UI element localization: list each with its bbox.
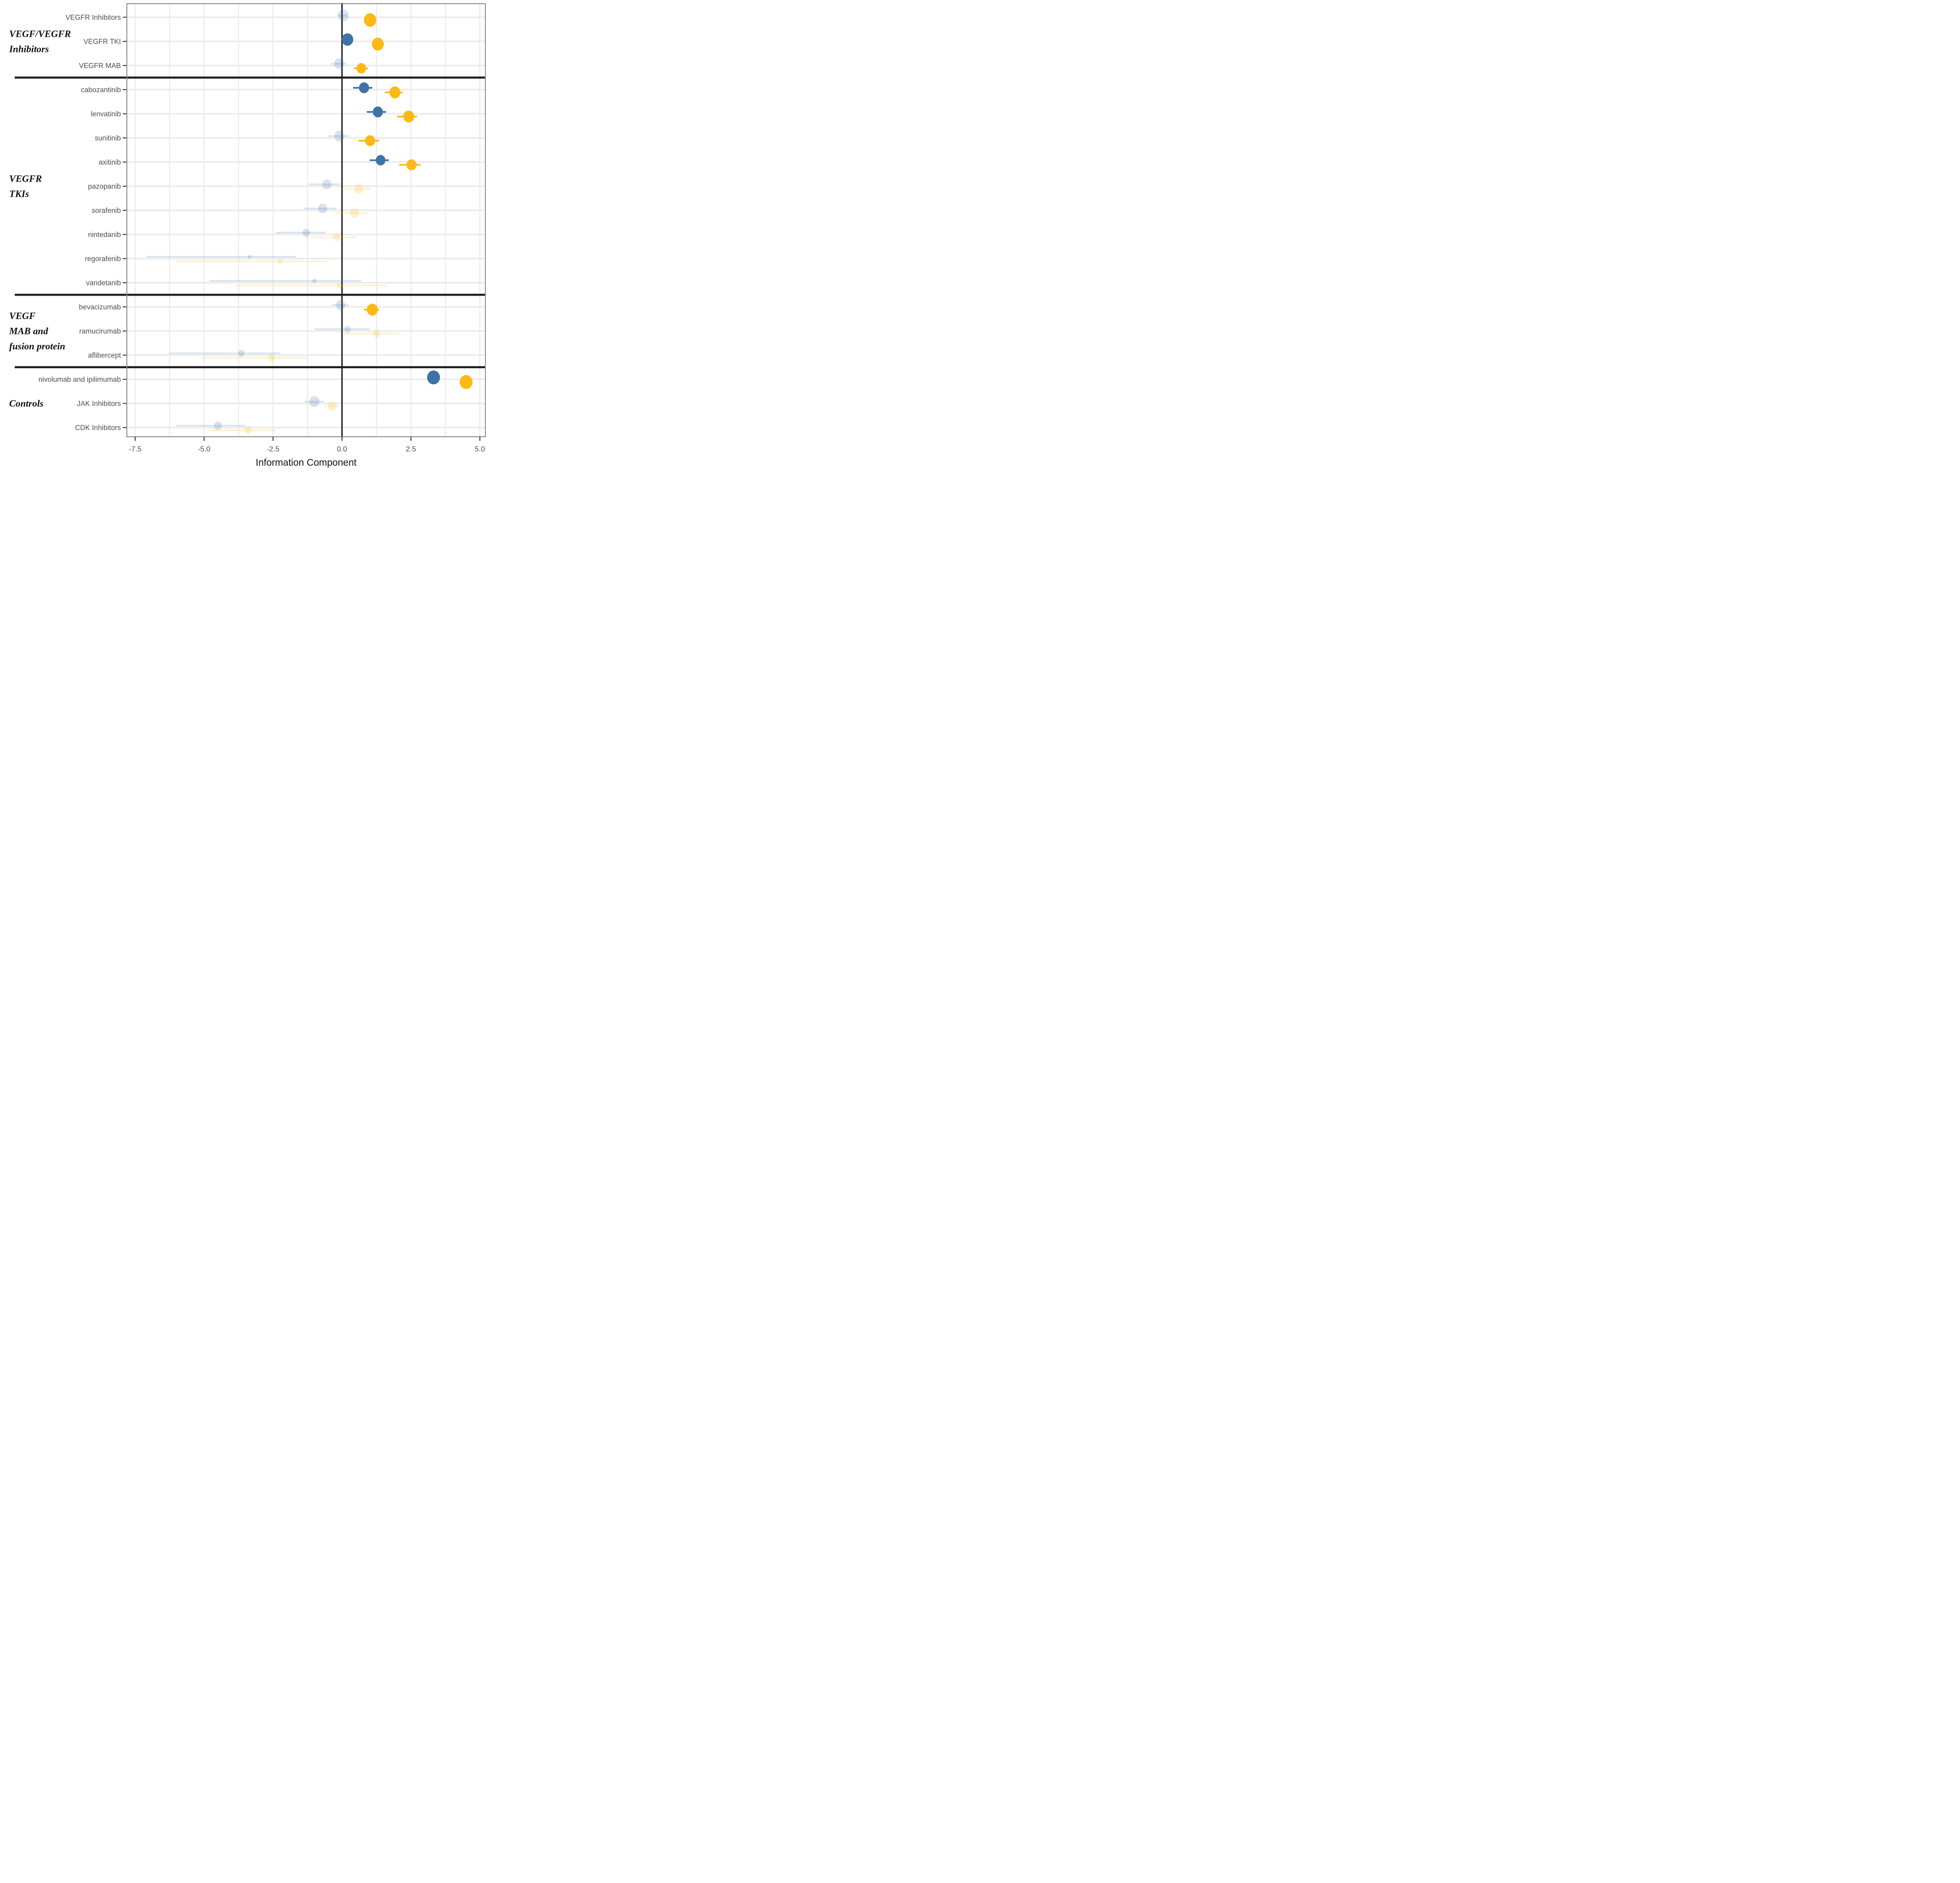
row-vegfr-inhibitors xyxy=(338,9,376,27)
row-label-axitinib: axitinib xyxy=(99,159,121,166)
dot-yellow-cabozantinib xyxy=(389,86,401,98)
row-axitinib xyxy=(370,155,421,171)
row-label-vegfr-mab: VEGFR MAB xyxy=(79,62,121,70)
row-bevacizumab xyxy=(332,300,379,316)
x-tick-label--5.0: -5.0 xyxy=(198,445,211,453)
dot-yellow-sorafenib xyxy=(350,208,359,218)
dot-blue-regorafenib xyxy=(248,255,251,259)
row-label-vegfr-inhibitors: VEGFR Inhibitors xyxy=(65,14,121,22)
row-vandetanib xyxy=(210,279,386,288)
group-label-vegf-vegfr-inhibitors: VEGF/VEGFR Inhibitors xyxy=(9,29,71,55)
dot-yellow-regorafenib xyxy=(278,259,282,264)
dot-blue-cabozantinib xyxy=(359,82,369,93)
row-ramucirumab xyxy=(314,325,399,338)
panel-border xyxy=(126,3,486,437)
x-tick-label--7.5: -7.5 xyxy=(129,445,142,453)
group-label-line: fusion protein xyxy=(9,341,65,352)
group-label-line: Controls xyxy=(9,398,44,409)
dot-blue-sunitinib xyxy=(334,131,344,142)
group-label-vegf-mab-and-fusion-protein: VEGF MAB and fusion protein xyxy=(9,310,65,352)
group-label-line: VEGF/VEGFR xyxy=(9,29,71,40)
dot-yellow-axitinib xyxy=(406,159,417,171)
row-pazopanib xyxy=(309,179,371,194)
dot-blue-sorafenib xyxy=(318,203,327,214)
dot-blue-pazopanib xyxy=(322,179,331,189)
row-lenvatinib xyxy=(367,106,417,123)
row-label-nintedanib: nintedanib xyxy=(88,231,121,239)
row-label-vegfr-tki: VEGFR TKI xyxy=(83,38,121,46)
x-tick-label-5.0: 5.0 xyxy=(475,445,485,453)
dot-yellow-ramucirumab xyxy=(373,330,380,338)
dot-yellow-vegfr-tki xyxy=(372,37,384,51)
dot-blue-nivolumab-and-ipilimumab xyxy=(427,370,440,385)
dot-blue-bevacizumab xyxy=(336,300,345,310)
row-label-sorafenib: sorafenib xyxy=(91,207,121,215)
dot-yellow-cdk-inhibitors xyxy=(245,426,252,434)
group-label-line: TKIs xyxy=(9,188,29,200)
dot-yellow-vandetanib xyxy=(336,283,342,288)
row-label-cdk-inhibitors: CDK Inhibitors xyxy=(75,424,121,432)
row-nintedanib xyxy=(276,228,357,241)
dot-blue-nintedanib xyxy=(302,228,310,237)
x-tick-label-2.5: 2.5 xyxy=(406,445,416,453)
row-vegfr-mab xyxy=(331,58,368,74)
row-sunitinib xyxy=(328,131,379,146)
dot-blue-cdk-inhibitors xyxy=(214,421,222,430)
dot-yellow-aflibercept xyxy=(268,354,275,362)
x-tick-label-0.0: 0.0 xyxy=(337,445,347,453)
chart-built-layers: VEGFR Inhibitors VEGFR TKI VEGFR MAB caboza… xyxy=(9,3,486,453)
dot-yellow-jak-inhibitors xyxy=(328,401,337,411)
dot-blue-aflibercept xyxy=(238,349,245,357)
row-label-sunitinib: sunitinib xyxy=(95,135,121,143)
forest-plot-figure: VEGFR Inhibitors VEGFR TKI VEGFR MAB caboza… xyxy=(0,0,490,471)
dot-yellow-vegfr-inhibitors xyxy=(364,13,376,27)
x-axis-title: Information Component xyxy=(256,457,357,468)
row-sorafenib xyxy=(303,203,368,218)
dot-yellow-lenvatinib xyxy=(403,110,415,123)
row-aflibercept xyxy=(170,349,308,362)
dot-blue-jak-inhibitors xyxy=(309,396,319,407)
dot-yellow-bevacizumab xyxy=(367,303,378,316)
dot-blue-vegfr-inhibitors xyxy=(338,9,349,22)
row-label-pazopanib: pazopanib xyxy=(88,183,121,191)
row-label-vandetanib: vandetanib xyxy=(86,280,121,287)
dot-yellow-sunitinib xyxy=(365,135,376,146)
group-label-vegfr-tkis: VEGFR TKIs xyxy=(9,173,42,200)
row-label-jak-inhibitors: JAK Inhibitors xyxy=(77,400,121,408)
row-label-bevacizumab: bevacizumab xyxy=(79,303,121,311)
dot-yellow-nivolumab-and-ipilimumab xyxy=(460,375,473,389)
row-cdk-inhibitors xyxy=(177,421,276,434)
group-label-line: VEGFR xyxy=(9,173,42,184)
dot-blue-ramucirumab xyxy=(344,325,351,333)
row-regorafenib xyxy=(146,255,327,264)
gridlines xyxy=(127,4,485,437)
row-jak-inhibitors xyxy=(305,396,339,411)
dot-blue-vegfr-tki xyxy=(342,33,353,46)
row-label-cabozantinib: cabozantinib xyxy=(81,86,121,94)
row-vegfr-tki xyxy=(342,33,384,51)
group-label-line: MAB and xyxy=(9,325,48,337)
group-label-line: VEGF xyxy=(9,310,35,321)
group-label-line: Inhibitors xyxy=(9,44,49,55)
row-nivolumab-and-ipilimumab xyxy=(427,370,473,389)
row-label-nivolumab-and-ipilimumab: nivolumab and ipilimumab xyxy=(39,376,121,384)
dot-yellow-pazopanib xyxy=(354,184,363,194)
forest-plot-canvas: VEGFR Inhibitors VEGFR TKI VEGFR MAB caboza… xyxy=(9,3,486,468)
x-tick-label--2.5: -2.5 xyxy=(267,445,279,453)
row-label-lenvatinib: lenvatinib xyxy=(91,110,121,118)
row-label-ramucirumab: ramucirumab xyxy=(80,328,121,336)
dot-yellow-nintedanib xyxy=(333,233,340,241)
dot-blue-axitinib xyxy=(376,155,386,165)
row-label-regorafenib: regorafenib xyxy=(85,255,121,263)
group-label-controls: Controls xyxy=(9,398,44,409)
row-cabozantinib xyxy=(353,82,403,98)
dot-blue-vandetanib xyxy=(312,279,317,283)
dot-yellow-vegfr-mab xyxy=(356,63,366,74)
dot-blue-lenvatinib xyxy=(373,106,383,118)
row-label-aflibercept: aflibercept xyxy=(88,352,121,359)
dot-blue-vegfr-mab xyxy=(334,58,344,69)
